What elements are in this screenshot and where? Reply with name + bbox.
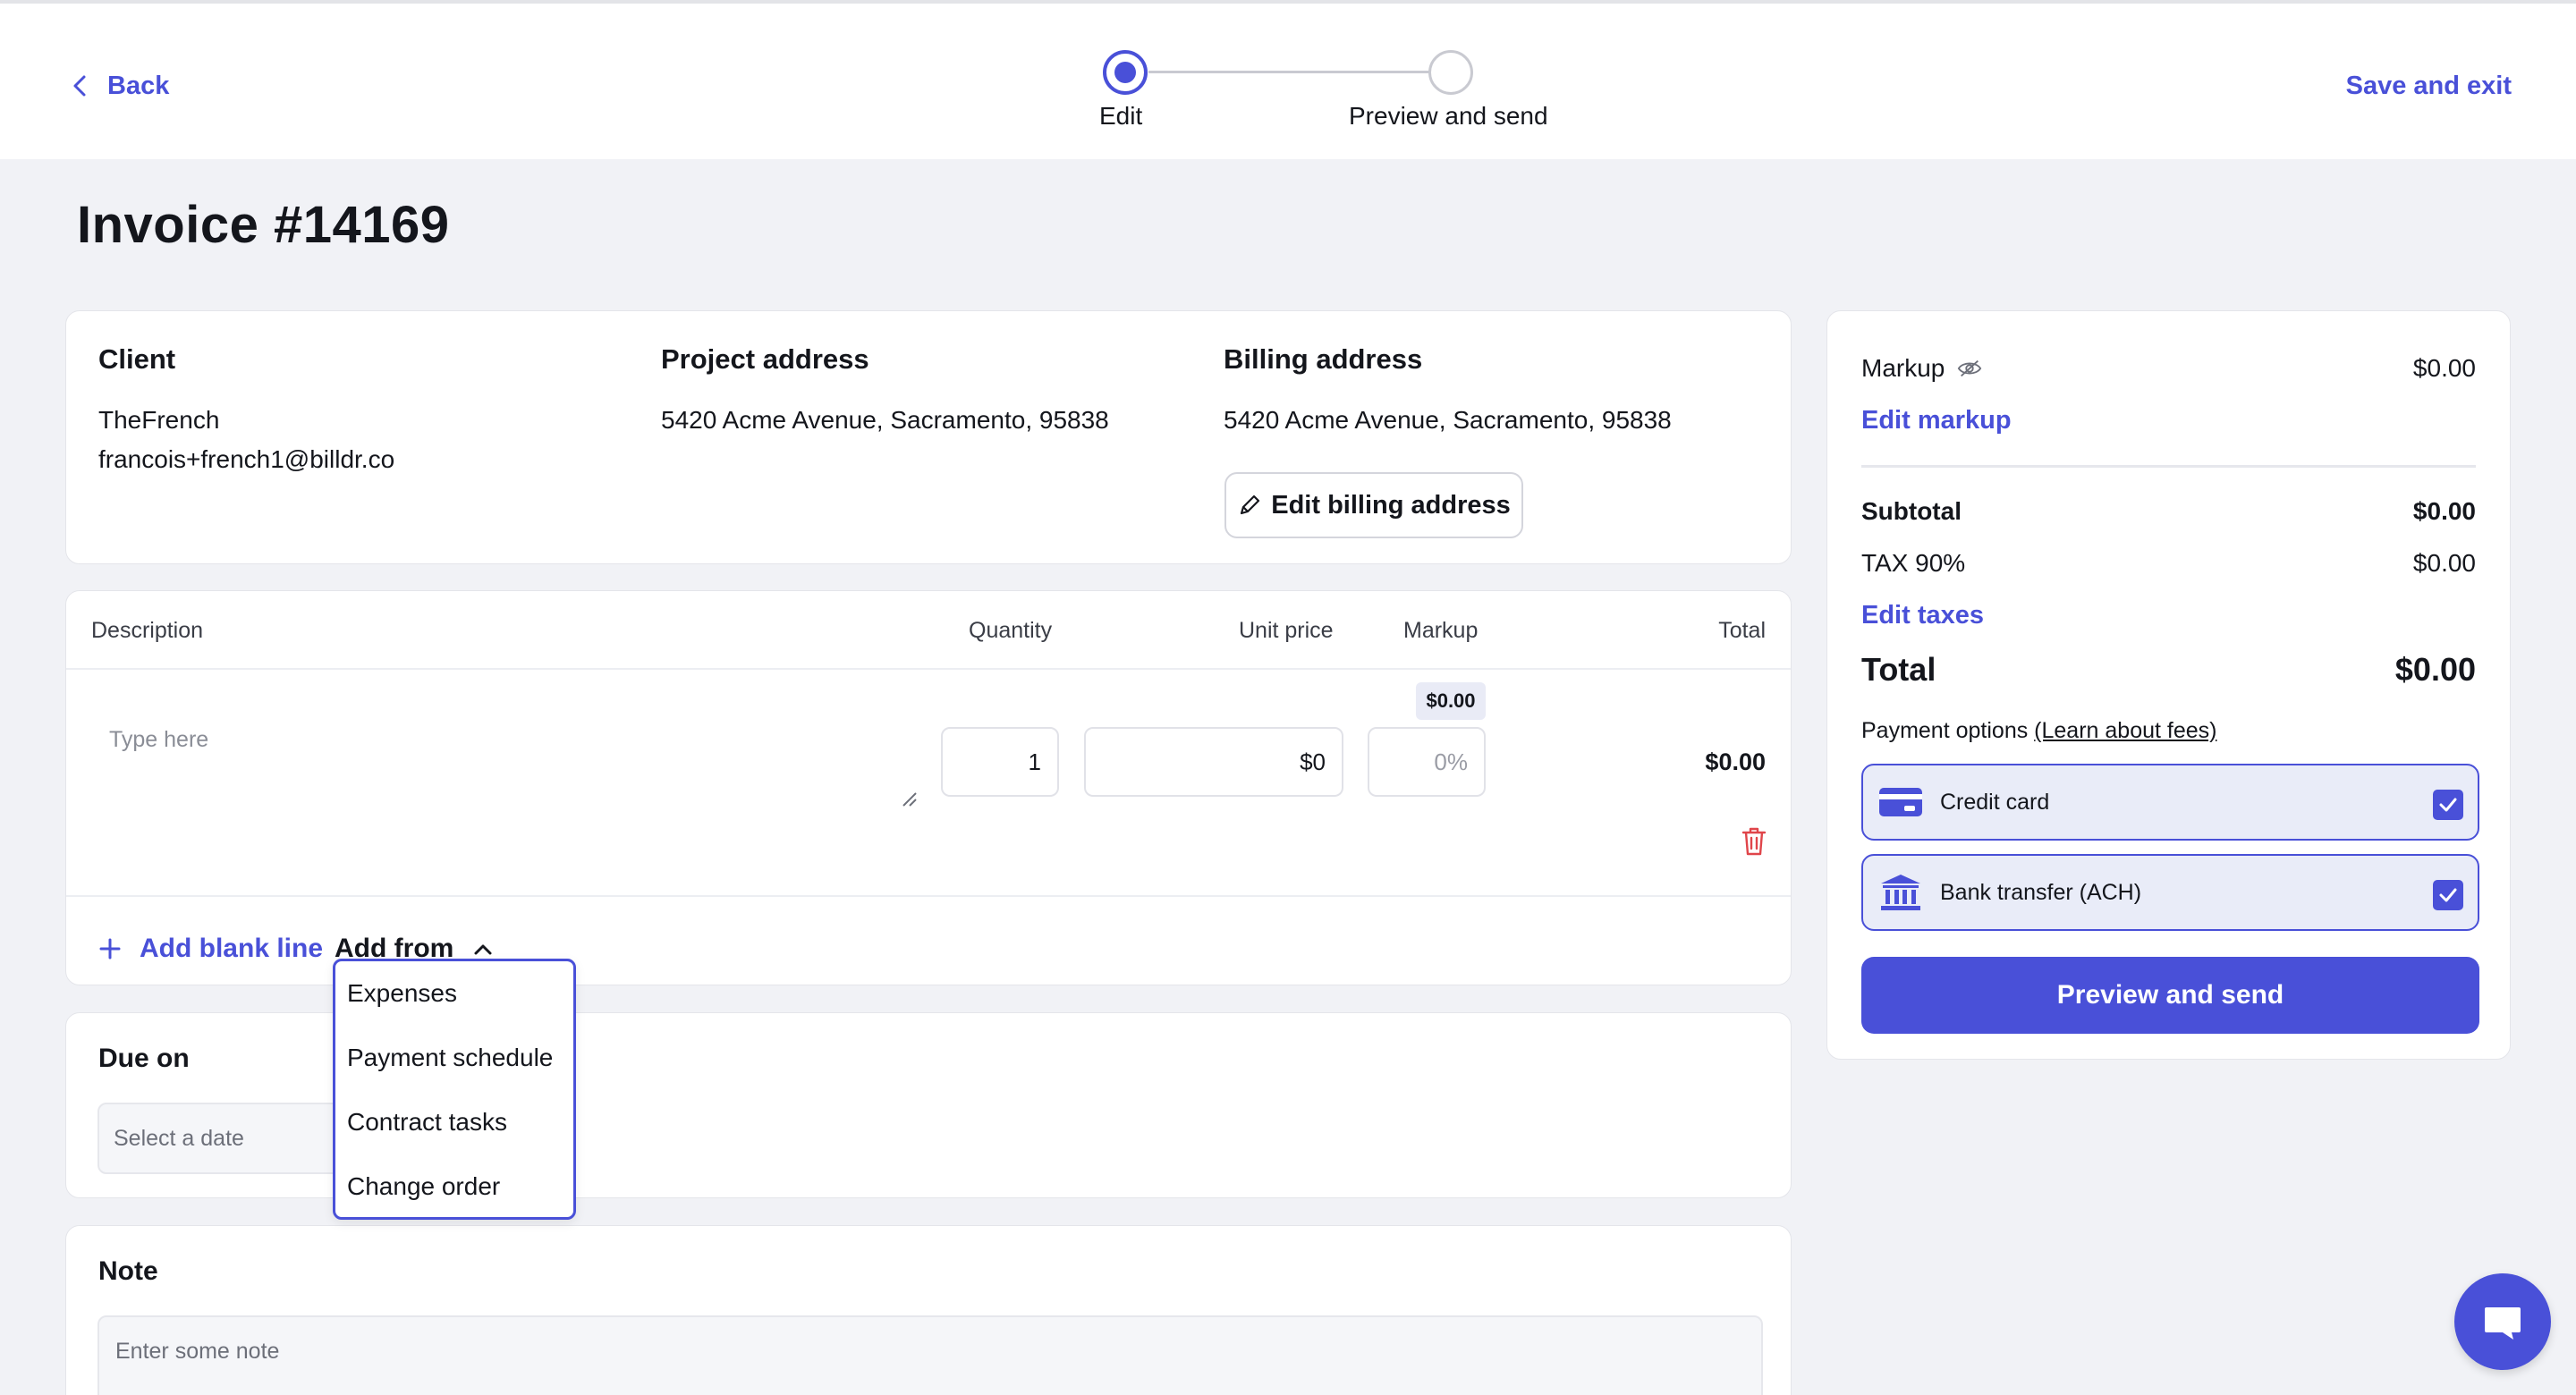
bank-transfer-label: Bank transfer (ACH) (1940, 879, 2142, 905)
edit-markup-link[interactable]: Edit markup (1861, 406, 2012, 435)
due-date-input[interactable]: Select a date (97, 1103, 366, 1174)
credit-card-checkbox[interactable] (2433, 790, 2463, 820)
column-header-total: Total (1718, 618, 1766, 643)
note-heading: Note (98, 1256, 158, 1286)
project-address-heading: Project address (661, 343, 869, 375)
tax-value: $0.00 (2412, 549, 2476, 577)
add-from-menu: Expenses Payment schedule Contract tasks… (333, 959, 576, 1220)
due-date-card: Due on Select a date (65, 1012, 1792, 1198)
chevron-left-icon (73, 75, 86, 97)
menu-item-contract-tasks[interactable]: Contract tasks (347, 1108, 507, 1136)
column-header-description: Description (91, 618, 204, 643)
column-header-quantity: Quantity (969, 618, 1053, 643)
summary-divider (1861, 465, 2476, 468)
total-label: Total (1861, 651, 1936, 688)
menu-item-expenses[interactable]: Expenses (347, 979, 457, 1007)
chevron-up-icon (474, 944, 492, 955)
bank-transfer-checkbox[interactable] (2433, 880, 2463, 910)
billing-address-text: 5420 Acme Avenue, Sacramento, 95838 (1224, 406, 1672, 434)
client-email: francois+french1@billdr.co (98, 445, 395, 473)
payment-option-credit-card[interactable]: Credit card (1861, 764, 2479, 841)
client-section: Client TheFrench francois+french1@billdr… (98, 343, 394, 479)
step-preview-label[interactable]: Preview and send (1349, 102, 1548, 130)
menu-item-payment-schedule[interactable]: Payment schedule (347, 1044, 554, 1071)
total-value: $0.00 (2394, 651, 2476, 688)
edit-billing-address-label: Edit billing address (1271, 490, 1511, 520)
edit-taxes-link[interactable]: Edit taxes (1861, 601, 1984, 630)
add-from-dropdown-toggle[interactable]: Add from (335, 922, 493, 976)
client-name: TheFrench (98, 406, 220, 434)
step-edit-indicator[interactable] (1103, 50, 1148, 95)
step-edit-label[interactable]: Edit (1099, 102, 1143, 130)
resize-grip-icon[interactable] (900, 790, 918, 807)
column-header-markup: Markup (1403, 618, 1479, 643)
credit-card-label: Credit card (1940, 789, 2050, 815)
preview-and-send-button[interactable]: Preview and send (1861, 957, 2479, 1034)
subtotal-row: Subtotal $0.00 (1861, 497, 2476, 526)
back-button[interactable]: Back (70, 68, 169, 104)
add-blank-line-button[interactable]: Add blank line (98, 922, 323, 976)
markup-percent-input[interactable]: 0% (1368, 727, 1486, 797)
billing-address-heading: Billing address (1224, 343, 1423, 375)
add-blank-line-label: Add blank line (140, 934, 324, 963)
billing-address-section: Billing address 5420 Acme Avenue, Sacram… (1224, 343, 1672, 440)
markup-label: Markup (1861, 354, 1945, 382)
back-label: Back (107, 71, 170, 100)
markup-amount-badge: $0.00 (1416, 682, 1486, 720)
line-items-card: Description Quantity Unit price Markup T… (65, 590, 1792, 985)
learn-about-fees-link[interactable]: (Learn about fees) (2034, 718, 2217, 743)
checkmark-icon (2439, 888, 2457, 902)
markup-row: Markup $0.00 (1861, 354, 2476, 383)
step-preview-indicator[interactable] (1428, 50, 1473, 95)
quantity-input[interactable]: 1 (941, 727, 1059, 797)
column-header-unit-price: Unit price (1239, 618, 1334, 643)
chat-bubble-icon (2485, 1307, 2521, 1340)
note-textarea[interactable]: Enter some note (97, 1315, 1763, 1395)
address-card: Client TheFrench francois+french1@billdr… (65, 310, 1792, 564)
total-row: Total $0.00 (1861, 651, 2476, 689)
checkmark-icon (2439, 798, 2457, 812)
due-on-heading: Due on (98, 1044, 190, 1073)
note-card: Note Enter some note (65, 1225, 1792, 1395)
description-input[interactable]: Type here (109, 727, 209, 752)
save-and-exit-button[interactable]: Save and exit (2345, 71, 2512, 100)
payment-option-bank-transfer[interactable]: Bank transfer (ACH) (1861, 854, 2479, 931)
pencil-icon (1241, 495, 1260, 515)
eye-off-icon[interactable] (1957, 359, 1982, 378)
unit-price-input[interactable]: $0 (1084, 727, 1343, 797)
subtotal-value: $0.00 (2412, 497, 2476, 525)
payment-options-label: Payment options (Learn about fees) (1861, 718, 2216, 744)
project-address-text: 5420 Acme Avenue, Sacramento, 95838 (661, 406, 1109, 434)
subtotal-label: Subtotal (1861, 497, 1962, 525)
payment-options-text: Payment options (1861, 718, 2029, 743)
add-from-label: Add from (335, 934, 454, 963)
summary-card: Markup $0.00 Edit markup Subtotal $0.00 … (1826, 310, 2511, 1060)
client-heading: Client (98, 343, 176, 375)
edit-billing-address-button[interactable]: Edit billing address (1224, 472, 1523, 538)
line-total: $0.00 (1705, 748, 1766, 775)
bank-icon (1881, 875, 1920, 910)
project-address-section: Project address 5420 Acme Avenue, Sacram… (661, 343, 1109, 440)
plus-icon (99, 938, 121, 960)
menu-item-change-order[interactable]: Change order (347, 1172, 501, 1200)
top-bar: Back Edit Preview and send Save and exit (0, 0, 2576, 159)
footer-divider (66, 895, 1791, 897)
markup-value: $0.00 (2412, 354, 2476, 382)
trash-icon[interactable] (1739, 825, 1769, 858)
chat-support-button[interactable] (2454, 1273, 2551, 1370)
credit-card-icon (1879, 788, 1922, 816)
tax-label: TAX 90% (1861, 549, 1966, 577)
tax-row: TAX 90% $0.00 (1861, 549, 2476, 578)
stepper-connector (1148, 71, 1436, 73)
page-title: Invoice #14169 (77, 196, 450, 254)
header-divider (66, 668, 1791, 670)
